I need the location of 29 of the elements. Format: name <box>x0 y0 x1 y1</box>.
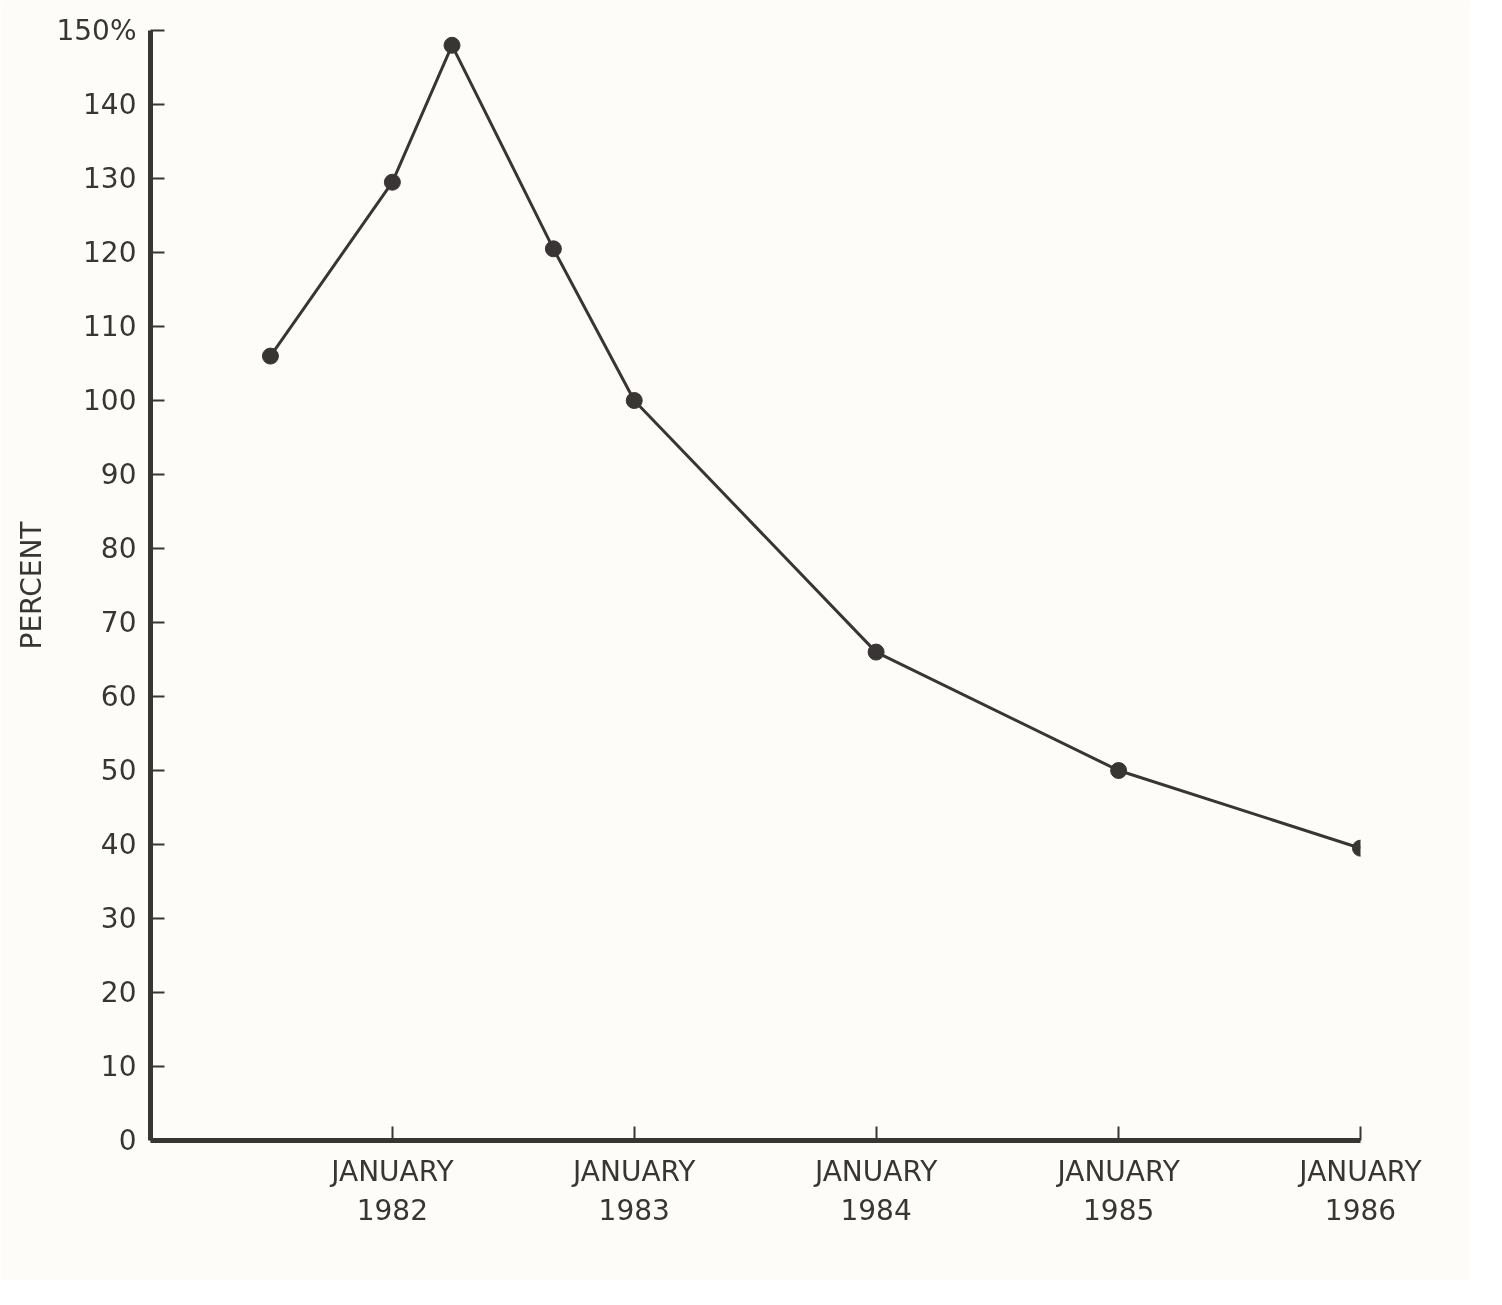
point <box>625 392 643 409</box>
y-tick-label: 90 <box>100 458 137 491</box>
y-tick-label: 30 <box>100 902 137 935</box>
point <box>867 643 885 661</box>
x-tick-label: JANUARY 1983 <box>571 1154 697 1228</box>
y-tick-label: 130 <box>83 162 137 195</box>
y-tick-label: 140 <box>83 88 137 121</box>
point <box>383 173 401 191</box>
y-tick-label: 20 <box>100 976 137 1009</box>
point <box>261 347 279 365</box>
y-tick-label: 50 <box>100 754 137 787</box>
x-tick-label: JANUARY 1984 <box>812 1154 939 1228</box>
x-tick-label: JANUARY 1985 <box>1055 1154 1181 1228</box>
y-tick-label: 0 <box>118 1124 137 1157</box>
y-tick-label: 40 <box>100 828 137 861</box>
y-tick-label: 10 <box>100 1050 137 1083</box>
y-tick-label: 80 <box>100 532 137 565</box>
y-tick-label: 70 <box>100 606 137 639</box>
y-tick-label: 120 <box>83 236 137 269</box>
point <box>544 240 562 258</box>
y-tick-label: 100 <box>83 384 137 417</box>
y-tick-label: 110 <box>83 310 137 343</box>
y-tick-label: 150% <box>56 14 137 47</box>
y-tick-label: 60 <box>100 680 137 713</box>
point <box>443 36 461 54</box>
x-tick-label: JANUARY 1986 <box>1297 1154 1423 1228</box>
y-axis-title: PERCENT <box>15 520 49 650</box>
point <box>1110 762 1128 779</box>
x-tick-label: JANUARY 1982 <box>329 1154 455 1228</box>
